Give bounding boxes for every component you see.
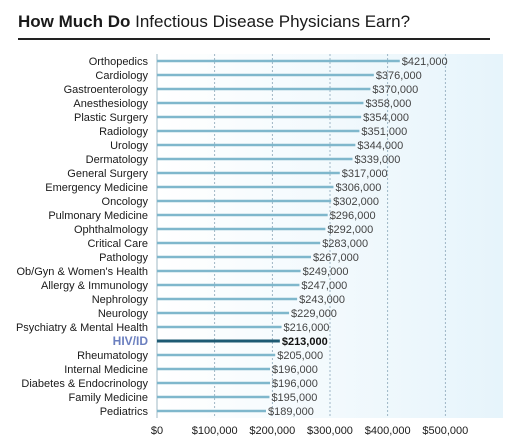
data-label: $229,000 bbox=[291, 308, 337, 320]
data-label: $302,000 bbox=[333, 196, 379, 208]
category-label: Orthopedics bbox=[89, 56, 149, 68]
bar bbox=[157, 227, 326, 231]
category-label: Ob/Gyn & Women's Health bbox=[16, 266, 148, 278]
bar bbox=[157, 409, 266, 413]
category-label: Diabetes & Endocrinology bbox=[21, 378, 148, 390]
x-tick-label: $300,000 bbox=[307, 425, 353, 437]
category-label: Pediatrics bbox=[100, 406, 149, 418]
data-label: $216,000 bbox=[284, 322, 330, 334]
category-label: Anesthesiology bbox=[73, 98, 148, 110]
data-label: $339,000 bbox=[354, 154, 400, 166]
x-tick-label: $200,000 bbox=[249, 425, 295, 437]
bar bbox=[157, 395, 270, 399]
data-label: $358,000 bbox=[365, 98, 411, 110]
chart-title-rest: Infectious Disease Physicians Earn? bbox=[130, 12, 411, 31]
data-label: $243,000 bbox=[299, 294, 345, 306]
bar bbox=[157, 311, 290, 315]
bar bbox=[157, 185, 334, 189]
data-label: $306,000 bbox=[335, 182, 381, 194]
category-label: Radiology bbox=[99, 126, 148, 138]
category-label: Family Medicine bbox=[69, 392, 148, 404]
category-label: Plastic Surgery bbox=[74, 112, 148, 124]
category-label: Gastroenterology bbox=[64, 84, 149, 96]
data-label: $344,000 bbox=[357, 140, 403, 152]
bar bbox=[157, 73, 374, 77]
data-label: $370,000 bbox=[372, 84, 418, 96]
bar bbox=[157, 241, 321, 245]
bar bbox=[157, 171, 340, 175]
data-label: $351,000 bbox=[361, 126, 407, 138]
data-label: $296,000 bbox=[330, 210, 376, 222]
category-label: Ophthalmology bbox=[74, 224, 148, 236]
category-label: Nephrology bbox=[92, 294, 149, 306]
category-label: Cardiology bbox=[95, 70, 148, 82]
bar bbox=[157, 353, 276, 357]
chart-title: How Much Do Infectious Disease Physician… bbox=[18, 12, 490, 40]
x-tick-label: $500,000 bbox=[422, 425, 468, 437]
bar bbox=[157, 87, 371, 91]
category-label: Internal Medicine bbox=[64, 364, 148, 376]
bar bbox=[157, 199, 332, 203]
category-label: General Surgery bbox=[67, 168, 148, 180]
bar bbox=[157, 59, 400, 63]
bar bbox=[157, 367, 271, 371]
bar bbox=[157, 283, 300, 287]
bar bbox=[157, 213, 328, 217]
data-label: $283,000 bbox=[322, 238, 368, 250]
bar bbox=[157, 325, 282, 329]
data-label: $247,000 bbox=[301, 280, 347, 292]
category-label: Oncology bbox=[102, 196, 149, 208]
category-label: Rheumatology bbox=[77, 350, 148, 362]
data-label: $205,000 bbox=[277, 350, 323, 362]
bar bbox=[157, 339, 280, 343]
category-label: Psychiatry & Mental Health bbox=[16, 322, 148, 334]
x-tick-label: $400,000 bbox=[365, 425, 411, 437]
data-label: $292,000 bbox=[327, 224, 373, 236]
bar bbox=[157, 101, 364, 105]
bar bbox=[157, 297, 298, 301]
category-label: HIV/ID bbox=[113, 334, 149, 348]
data-label: $249,000 bbox=[303, 266, 349, 278]
category-label: Critical Care bbox=[87, 238, 148, 250]
category-label: Dermatology bbox=[86, 154, 149, 166]
data-label: $354,000 bbox=[363, 112, 409, 124]
category-label: Emergency Medicine bbox=[45, 182, 148, 194]
data-label: $376,000 bbox=[376, 70, 422, 82]
bar bbox=[157, 381, 271, 385]
category-label: Pulmonary Medicine bbox=[48, 210, 148, 222]
category-label: Pathology bbox=[99, 252, 148, 264]
data-label: $195,000 bbox=[271, 392, 317, 404]
data-label: $196,000 bbox=[272, 378, 318, 390]
bar bbox=[157, 115, 362, 119]
bar bbox=[157, 255, 311, 259]
category-label: Neurology bbox=[98, 308, 149, 320]
bar bbox=[157, 129, 360, 133]
data-label: $196,000 bbox=[272, 364, 318, 376]
bar bbox=[157, 269, 301, 273]
category-label: Allergy & Immunology bbox=[41, 280, 148, 292]
bar bbox=[157, 143, 356, 147]
data-label: $267,000 bbox=[313, 252, 359, 264]
data-label: $189,000 bbox=[268, 406, 314, 418]
category-label: Urology bbox=[110, 140, 148, 152]
bar bbox=[157, 157, 353, 161]
data-label: $317,000 bbox=[342, 168, 388, 180]
data-label: $213,000 bbox=[282, 336, 328, 348]
data-label: $421,000 bbox=[402, 56, 448, 68]
chart-title-bold: How Much Do bbox=[18, 12, 131, 31]
x-tick-label: $100,000 bbox=[192, 425, 238, 437]
x-tick-label: $0 bbox=[151, 425, 163, 437]
